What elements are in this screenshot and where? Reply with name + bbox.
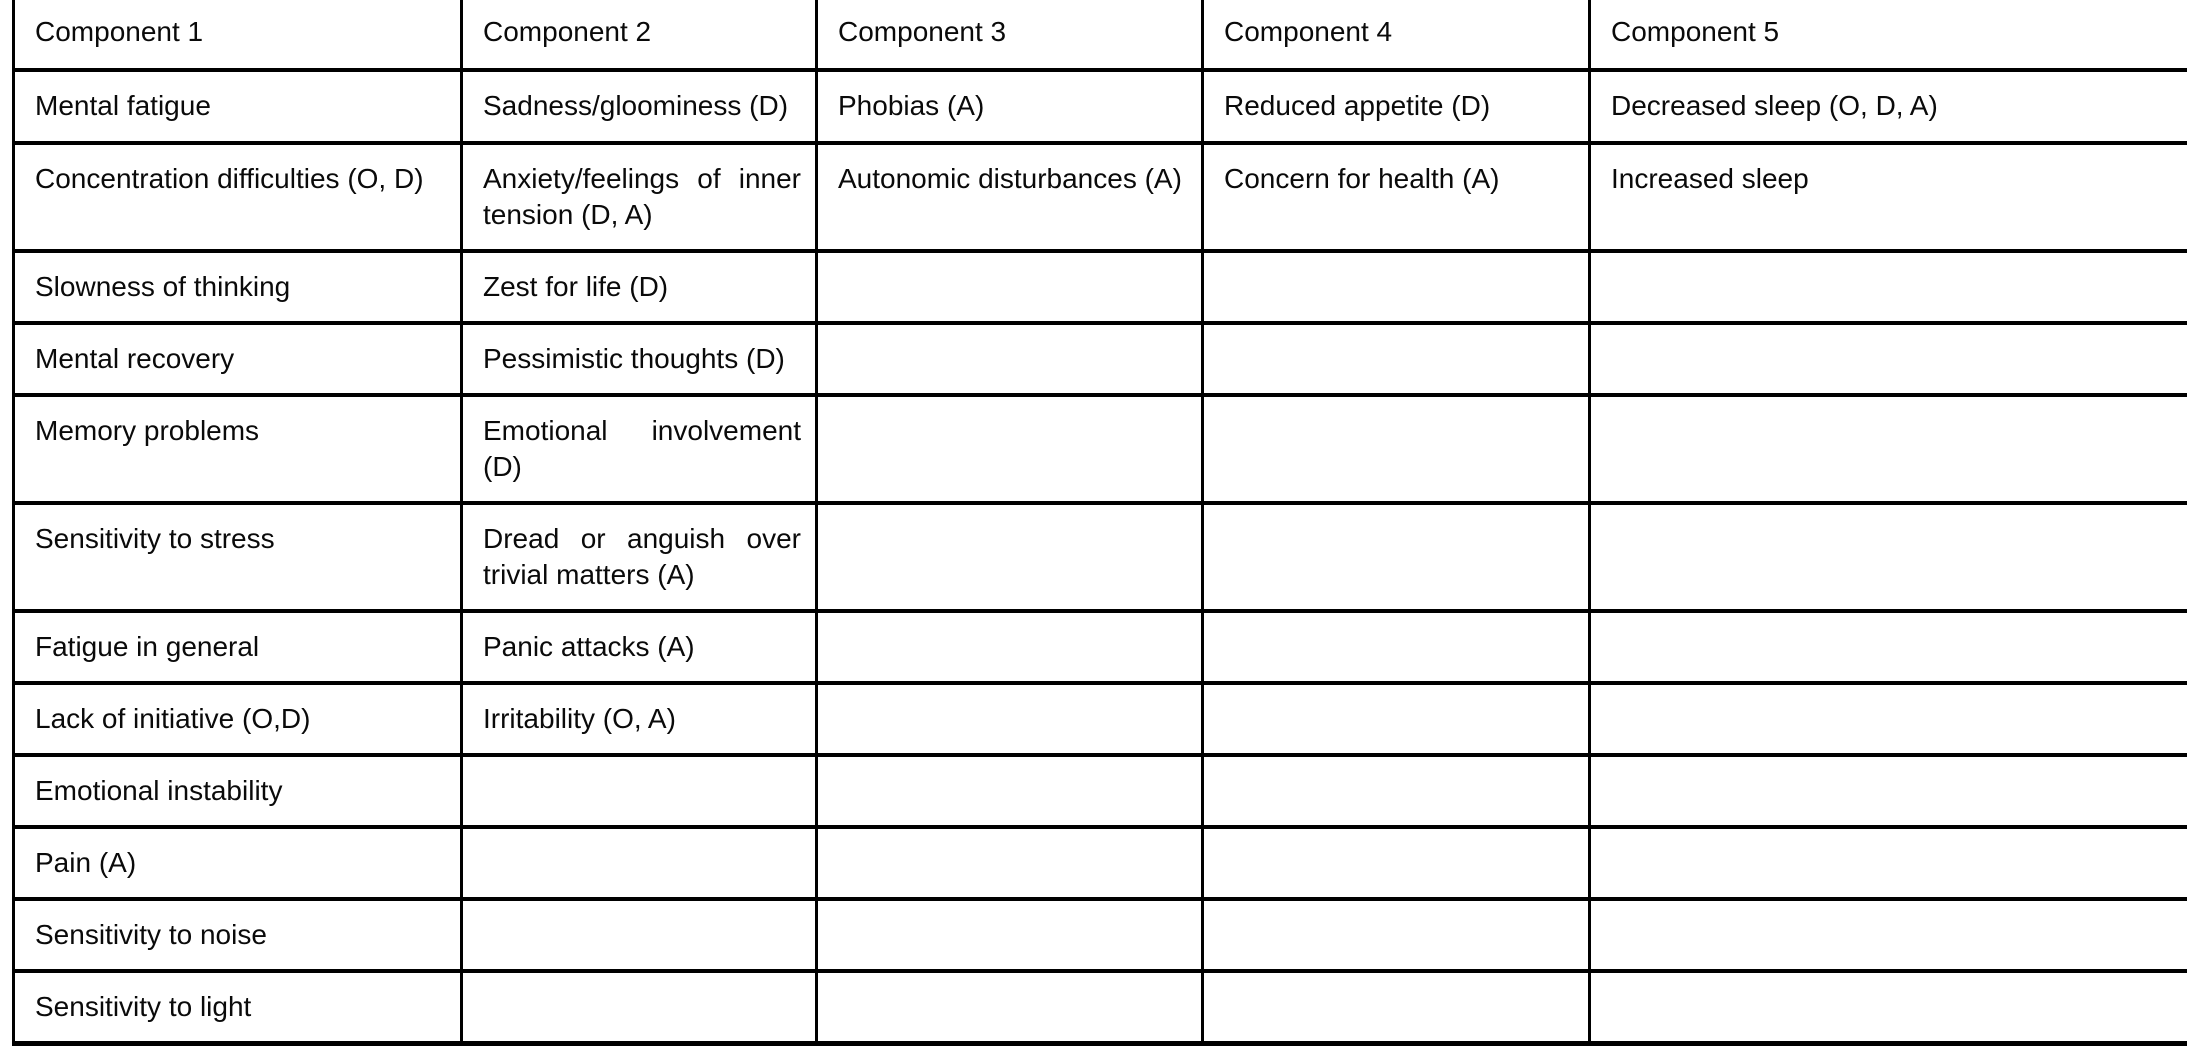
table-cell bbox=[1201, 753, 1591, 829]
table-cell: Increased sleep bbox=[1588, 141, 2187, 253]
table-cell: Reduced appetite (D) bbox=[1201, 68, 1591, 145]
table-cell bbox=[1201, 249, 1591, 325]
header-cell-component-5: Component 5 bbox=[1588, 0, 2187, 72]
table-row: Pain (A) bbox=[12, 825, 2187, 901]
table-cell bbox=[460, 969, 818, 1046]
table-cell: Sadness/gloominess (D) bbox=[460, 68, 818, 145]
table-cell bbox=[815, 321, 1204, 397]
table-cell: Pain (A) bbox=[12, 825, 463, 901]
table-cell: Concentration difficulties (O, D) bbox=[12, 141, 463, 253]
table-cell: Fatigue in general bbox=[12, 609, 463, 685]
table-cell bbox=[815, 501, 1204, 613]
table-row: Slowness of thinking Zest for life (D) bbox=[12, 249, 2187, 325]
header-cell-component-2: Component 2 bbox=[460, 0, 818, 72]
table-cell bbox=[815, 609, 1204, 685]
table-cell: Mental recovery bbox=[12, 321, 463, 397]
table-cell: Emotional instability bbox=[12, 753, 463, 829]
table-cell bbox=[1588, 501, 2187, 613]
table-cell bbox=[815, 249, 1204, 325]
table-row: Memory problems Emotional involvement (D… bbox=[12, 393, 2187, 505]
table-row: Lack of initiative (O,D) Irritability (O… bbox=[12, 681, 2187, 757]
table-cell: Slowness of thinking bbox=[12, 249, 463, 325]
table-cell: Sensitivity to stress bbox=[12, 501, 463, 613]
table-cell: Phobias (A) bbox=[815, 68, 1204, 145]
components-symptoms-table: Component 1 Component 2 Component 3 Comp… bbox=[12, 0, 2187, 1046]
table-cell: Dread or anguish over trivial matters (A… bbox=[460, 501, 818, 613]
table-cell bbox=[460, 753, 818, 829]
table-cell: Sensitivity to light bbox=[12, 969, 463, 1046]
header-row: Component 1 Component 2 Component 3 Comp… bbox=[12, 0, 2187, 72]
table-cell: Lack of initiative (O,D) bbox=[12, 681, 463, 757]
table-cell bbox=[1588, 753, 2187, 829]
table-cell bbox=[815, 969, 1204, 1046]
table-row: Emotional instability bbox=[12, 753, 2187, 829]
table-cell: Memory problems bbox=[12, 393, 463, 505]
table-cell bbox=[815, 825, 1204, 901]
table-row: Sensitivity to noise bbox=[12, 897, 2187, 973]
table-cell bbox=[460, 825, 818, 901]
table-cell bbox=[1201, 825, 1591, 901]
table-cell: Concern for health (A) bbox=[1201, 141, 1591, 253]
table-cell bbox=[1588, 825, 2187, 901]
table-row: Mental recovery Pessimistic thoughts (D) bbox=[12, 321, 2187, 397]
table-cell: Sensitivity to noise bbox=[12, 897, 463, 973]
table-cell bbox=[1588, 321, 2187, 397]
table-cell bbox=[815, 753, 1204, 829]
table-cell bbox=[1588, 249, 2187, 325]
table-cell: Pessimistic thoughts (D) bbox=[460, 321, 818, 397]
table-cell bbox=[1201, 501, 1591, 613]
table-row: Mental fatigue Sadness/gloominess (D) Ph… bbox=[12, 68, 2187, 145]
table-cell: Decreased sleep (O, D, A) bbox=[1588, 68, 2187, 145]
table-row: Sensitivity to stress Dread or anguish o… bbox=[12, 501, 2187, 613]
table-cell bbox=[1201, 609, 1591, 685]
table-cell bbox=[1201, 681, 1591, 757]
table-cell: Panic attacks (A) bbox=[460, 609, 818, 685]
table-cell bbox=[1588, 681, 2187, 757]
table-cell: Emotional involvement (D) bbox=[460, 393, 818, 505]
table-row: Concentration difficulties (O, D) Anxiet… bbox=[12, 141, 2187, 253]
table-cell bbox=[815, 897, 1204, 973]
header-cell-component-4: Component 4 bbox=[1201, 0, 1591, 72]
table-cell bbox=[1201, 969, 1591, 1046]
table-row: Fatigue in general Panic attacks (A) bbox=[12, 609, 2187, 685]
table-cell: Mental fatigue bbox=[12, 68, 463, 145]
table-cell: Autonomic disturbances (A) bbox=[815, 141, 1204, 253]
table-cell bbox=[1588, 393, 2187, 505]
table-cell bbox=[815, 681, 1204, 757]
table-cell bbox=[1201, 393, 1591, 505]
table-row: Sensitivity to light bbox=[12, 969, 2187, 1046]
table-cell bbox=[1588, 897, 2187, 973]
header-cell-component-1: Component 1 bbox=[12, 0, 463, 72]
table-cell: Anxiety/feelings of inner tension (D, A) bbox=[460, 141, 818, 253]
table-cell: Zest for life (D) bbox=[460, 249, 818, 325]
table-cell bbox=[1588, 609, 2187, 685]
table-cell bbox=[1201, 897, 1591, 973]
table-cell bbox=[1588, 969, 2187, 1046]
header-cell-component-3: Component 3 bbox=[815, 0, 1204, 72]
table-cell bbox=[1201, 321, 1591, 397]
table-cell bbox=[815, 393, 1204, 505]
table-cell bbox=[460, 897, 818, 973]
table-cell: Irritability (O, A) bbox=[460, 681, 818, 757]
